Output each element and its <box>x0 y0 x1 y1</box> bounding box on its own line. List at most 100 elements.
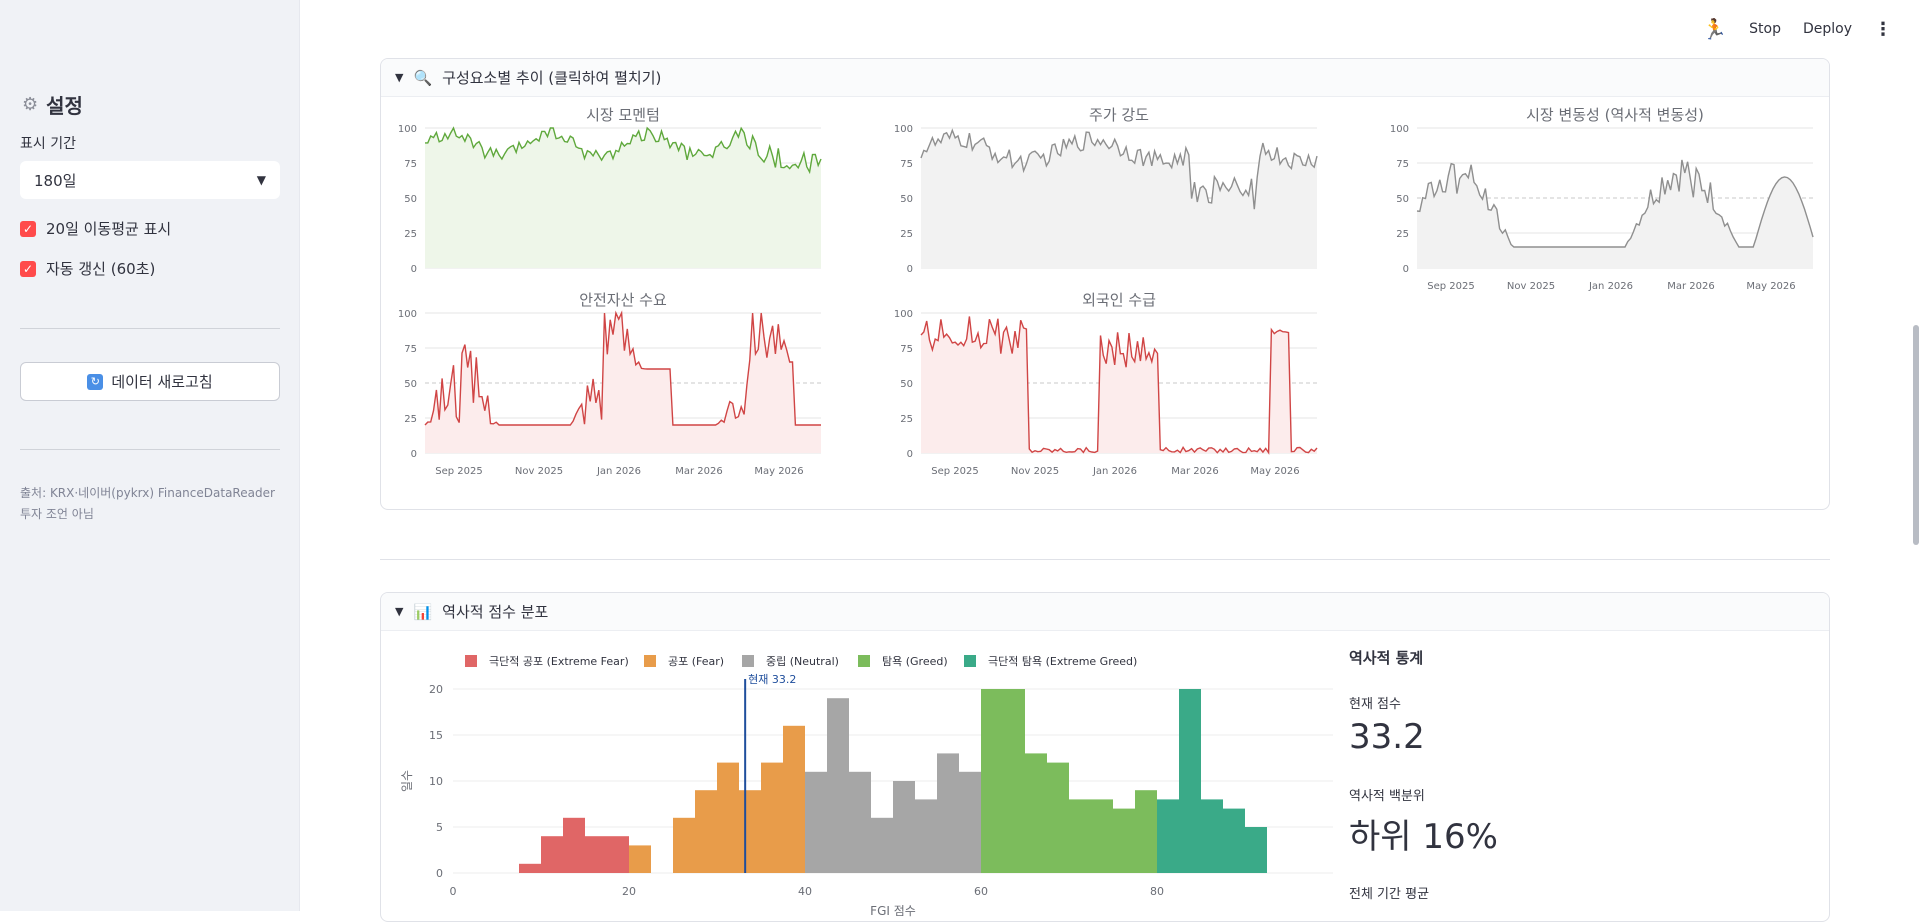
legend-item: 중립 (Neutral) <box>742 655 839 668</box>
chart-title: 시장 모멘텀 <box>586 106 660 124</box>
x-tick-label: 40 <box>798 885 812 898</box>
refresh-button-label: 데이터 새로고침 <box>111 373 213 391</box>
current-score-value: 33.2 <box>1349 717 1425 757</box>
disclaimer-line: 투자 조언 아님 <box>20 507 94 521</box>
chart-title: 외국인 수급 <box>1082 291 1156 309</box>
histogram-bar <box>937 753 959 873</box>
y-tick-label: 50 <box>900 194 913 205</box>
y-tick-label: 25 <box>404 414 417 425</box>
running-man-icon: 🏃 <box>1702 17 1728 41</box>
histogram-bar <box>695 790 717 873</box>
legend-label: 공포 (Fear) <box>668 655 724 668</box>
legend-swatch <box>858 655 870 667</box>
series-area <box>425 313 821 453</box>
series-line <box>920 128 1318 210</box>
scrollbar-thumb[interactable] <box>1913 325 1919 545</box>
section-divider <box>380 559 1830 560</box>
y-tick-label: 50 <box>404 194 417 205</box>
chart-title: 시장 변동성 (역사적 변동성) <box>1526 106 1704 124</box>
histogram-bar <box>1245 827 1267 873</box>
y-tick-label: 75 <box>404 159 417 170</box>
legend-swatch <box>644 655 656 667</box>
x-axis-label: FGI 점수 <box>870 904 916 918</box>
stop-button[interactable]: Stop <box>1749 21 1781 37</box>
sidebar-divider <box>20 328 280 329</box>
series-line <box>1416 159 1814 248</box>
series-area <box>921 130 1317 268</box>
legend-item: 극단적 탐욕 (Extreme Greed) <box>964 655 1137 668</box>
deploy-button[interactable]: Deploy <box>1802 21 1852 37</box>
histogram-bar <box>827 698 849 873</box>
y-tick-label: 100 <box>398 124 417 135</box>
more-menu-icon[interactable]: ⋮ <box>1874 18 1892 40</box>
x-tick-label: Sep 2025 <box>931 466 978 477</box>
x-tick-label: Jan 2026 <box>1092 466 1137 477</box>
ma-checkbox-label: 20일 이동평균 표시 <box>46 220 172 238</box>
mini-chart-4: 안전자산 수요 100 75 50 25 0 Sep 2025 Nov 2025 Jan 202… <box>398 291 821 477</box>
x-tick-label: 60 <box>974 885 988 898</box>
current-score-label: 현재 점수 <box>1349 697 1401 712</box>
y-tick-label: 25 <box>404 229 417 240</box>
histogram-bar <box>629 845 651 873</box>
components-expander: ▼ 🔍 구성요소별 추이 (클릭하여 펼치기) 시장 모멘텀 100 75 50 25 0… <box>380 58 1830 510</box>
source-note: 출처: KRX·네이버(pykrx) FinanceDataReader 투자 … <box>20 483 275 525</box>
x-tick-label: Sep 2025 <box>435 466 482 477</box>
histogram-bar <box>783 725 805 873</box>
y-tick-label: 75 <box>404 344 417 355</box>
y-tick-label: 100 <box>894 309 913 320</box>
x-tick-label: 20 <box>622 885 636 898</box>
component-charts: 시장 모멘텀 100 75 50 25 0 주가 강도 100 75 50 25 0 시장 변동성 (역… <box>398 106 1814 477</box>
refresh-button[interactable]: ↻ 데이터 새로고침 <box>20 362 280 401</box>
y-tick-label: 25 <box>900 414 913 425</box>
histogram-bar <box>1025 753 1047 873</box>
auto-refresh-checkbox[interactable]: ✓ 자동 갱신 (60초) <box>20 258 155 279</box>
mini-chart-5: 외국인 수급 100 75 50 25 0 Sep 2025 Nov 2025 Jan 2026… <box>894 291 1318 477</box>
auto-refresh-label: 자동 갱신 (60초) <box>46 260 156 278</box>
x-tick-label: Mar 2026 <box>1171 466 1219 477</box>
histogram-bar <box>871 817 893 873</box>
x-tick-label: May 2026 <box>754 466 803 477</box>
histogram-bar <box>1069 799 1113 873</box>
legend-label: 극단적 탐욕 (Extreme Greed) <box>988 655 1137 668</box>
magnifier-icon: 🔍 <box>413 68 433 87</box>
ma-checkbox[interactable]: ✓ 20일 이동평균 표시 <box>20 218 171 239</box>
x-tick-label: Jan 2026 <box>596 466 641 477</box>
histogram-bar <box>717 762 739 873</box>
y-tick-label: 15 <box>429 729 443 742</box>
chart-title: 주가 강도 <box>1089 106 1149 124</box>
legend-label: 탐욕 (Greed) <box>882 655 948 668</box>
y-tick-label: 0 <box>907 264 913 275</box>
y-tick-label: 100 <box>894 124 913 135</box>
legend-swatch <box>465 655 477 667</box>
histogram-chart: 극단적 공포 (Extreme Fear) 공포 (Fear) 중립 (Neutra… <box>400 655 1333 918</box>
chevron-down-icon: ▼ <box>256 173 266 187</box>
mini-chart-2: 주가 강도 100 75 50 25 0 <box>894 106 1318 275</box>
series-area <box>921 316 1317 453</box>
histogram-bar <box>849 771 871 873</box>
sidebar-title: ⚙ 설정 <box>22 90 83 119</box>
histogram-bar <box>585 836 607 873</box>
x-tick-label: May 2026 <box>1746 281 1795 292</box>
legend-label: 극단적 공포 (Extreme Fear) <box>489 655 629 668</box>
scrollbar[interactable] <box>1912 0 1920 911</box>
gear-icon: ⚙ <box>22 94 39 115</box>
percentile-value: 하위 16% <box>1349 817 1498 857</box>
percentile-label: 역사적 백분위 <box>1349 789 1425 804</box>
expander-header[interactable]: ▼ 🔍 구성요소별 추이 (클릭하여 펼치기) <box>381 59 1829 97</box>
x-tick-label: Nov 2025 <box>1011 466 1059 477</box>
checkbox-checked-icon: ✓ <box>20 220 36 237</box>
chart-title: 안전자산 수요 <box>579 291 667 309</box>
y-tick-label: 25 <box>900 229 913 240</box>
stats-title: 역사적 통계 <box>1349 649 1424 667</box>
histogram-bar <box>915 799 937 873</box>
y-tick-label: 0 <box>436 867 443 880</box>
expander-header[interactable]: ▼ 📊 역사적 점수 분포 <box>381 593 1829 631</box>
period-select[interactable]: 180일 ▼ <box>20 161 280 199</box>
average-label: 전체 기간 평균 <box>1349 887 1430 902</box>
sidebar: ⚙ 설정 표시 기간 180일 ▼ ✓ 20일 이동평균 표시 ✓ 자동 갱신 … <box>0 0 300 911</box>
y-tick-label: 75 <box>1396 159 1409 170</box>
histogram-bar <box>541 836 563 873</box>
histogram-bar <box>981 689 1025 873</box>
y-tick-label: 0 <box>907 449 913 460</box>
legend-swatch <box>742 655 754 667</box>
